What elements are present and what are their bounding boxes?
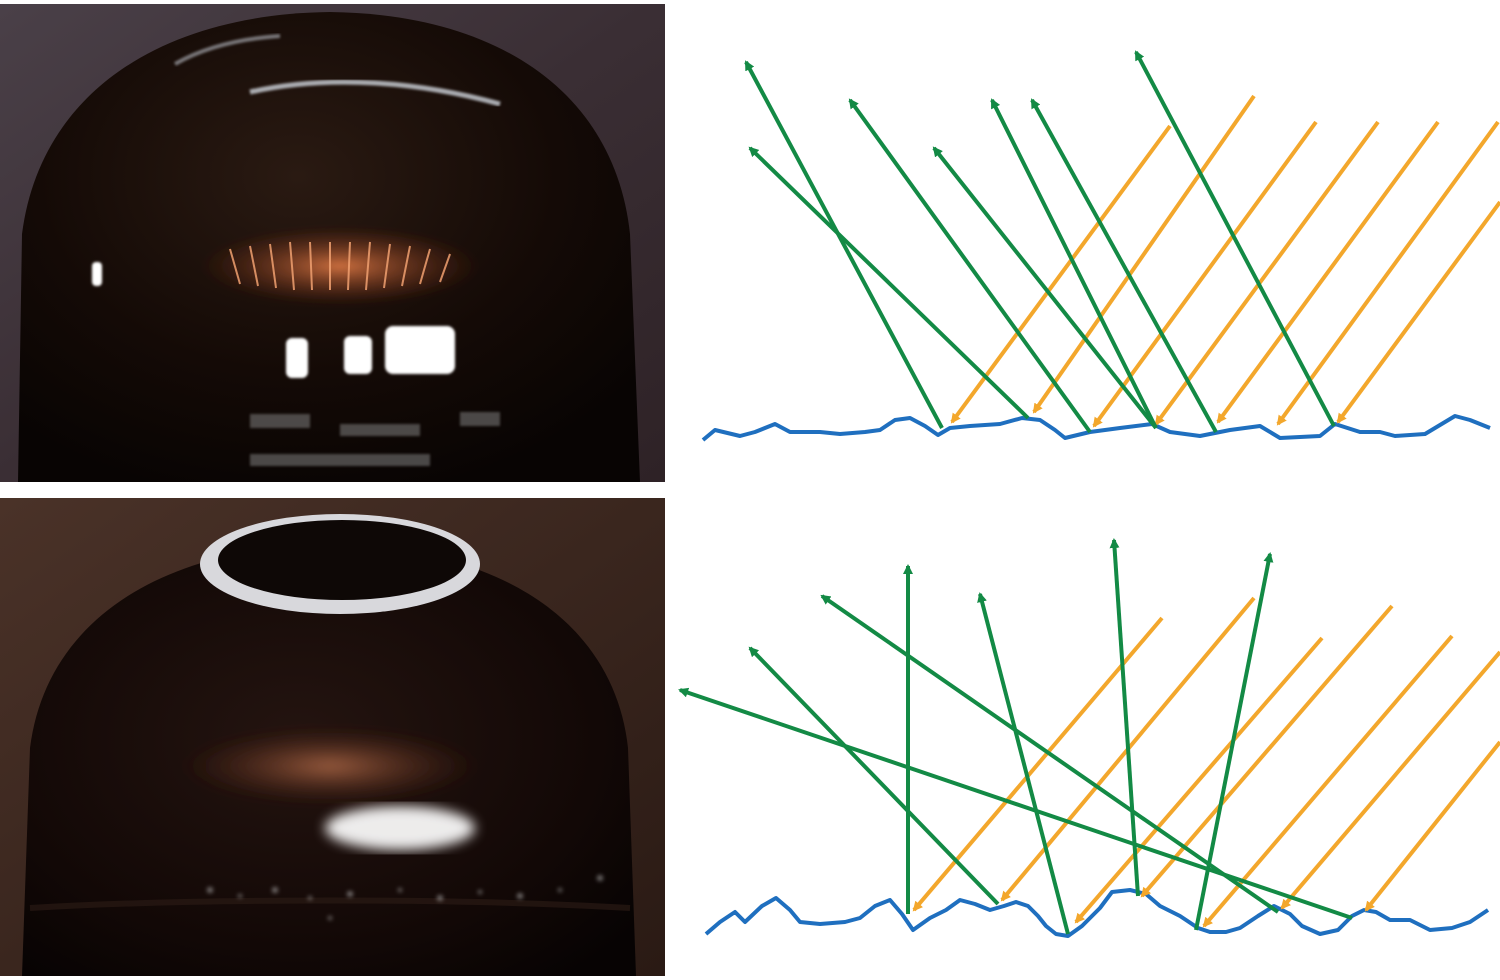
reflected-ray — [990, 98, 1158, 429]
rim-highlight — [249, 79, 501, 107]
upper-highlight — [174, 34, 281, 66]
reflected-rays — [678, 538, 1353, 935]
incident-ray — [1074, 636, 1324, 924]
smooth-surface-diagram — [670, 0, 1500, 490]
incident-ray — [1364, 740, 1500, 912]
reflected-ray — [1194, 552, 1274, 931]
light-reflection — [325, 806, 475, 850]
rough-surface-diagram — [670, 490, 1500, 980]
reflected-rays — [744, 50, 1336, 434]
reflected-ray — [1030, 98, 1218, 433]
smooth-surface-line — [701, 414, 1491, 442]
reflected-ray — [678, 687, 1353, 920]
matte-bottle-photo — [0, 498, 665, 976]
rough-reflection-svg — [678, 538, 1500, 938]
rough-surface-line — [704, 888, 1490, 938]
reflected-ray — [977, 592, 1070, 935]
reflected-ray — [1134, 50, 1336, 427]
lower-reflections — [250, 412, 500, 466]
glossy-bottle-image — [0, 4, 665, 482]
reflected-ray — [748, 146, 1030, 420]
reflected-ray — [744, 60, 944, 429]
reflected-ray — [748, 646, 1000, 906]
bottle-mouth-opening — [218, 520, 466, 600]
matte-bottle-image — [0, 498, 665, 976]
window-reflections — [92, 262, 455, 378]
smooth-reflection-svg — [701, 50, 1500, 442]
warm-reflection-streaks — [229, 241, 451, 291]
incident-ray — [1336, 200, 1500, 424]
incident-ray — [950, 124, 1172, 424]
reflected-ray — [1109, 538, 1140, 897]
incident-ray — [1154, 120, 1380, 426]
speckle-reflections — [207, 875, 603, 920]
incident-ray — [1032, 94, 1256, 414]
bottle-ridge — [29, 897, 631, 911]
incident-ray — [1280, 650, 1500, 910]
warm-reflection — [200, 226, 480, 306]
incident-ray — [1216, 120, 1440, 424]
glossy-bottle-photo — [0, 4, 665, 482]
warm-reflection — [180, 728, 480, 804]
reflected-ray — [848, 98, 1092, 434]
reflected-ray — [932, 146, 1158, 430]
incident-ray — [1202, 634, 1454, 928]
incident-ray — [1276, 120, 1500, 426]
reflected-ray — [820, 594, 1280, 914]
incident-rays — [950, 94, 1500, 428]
